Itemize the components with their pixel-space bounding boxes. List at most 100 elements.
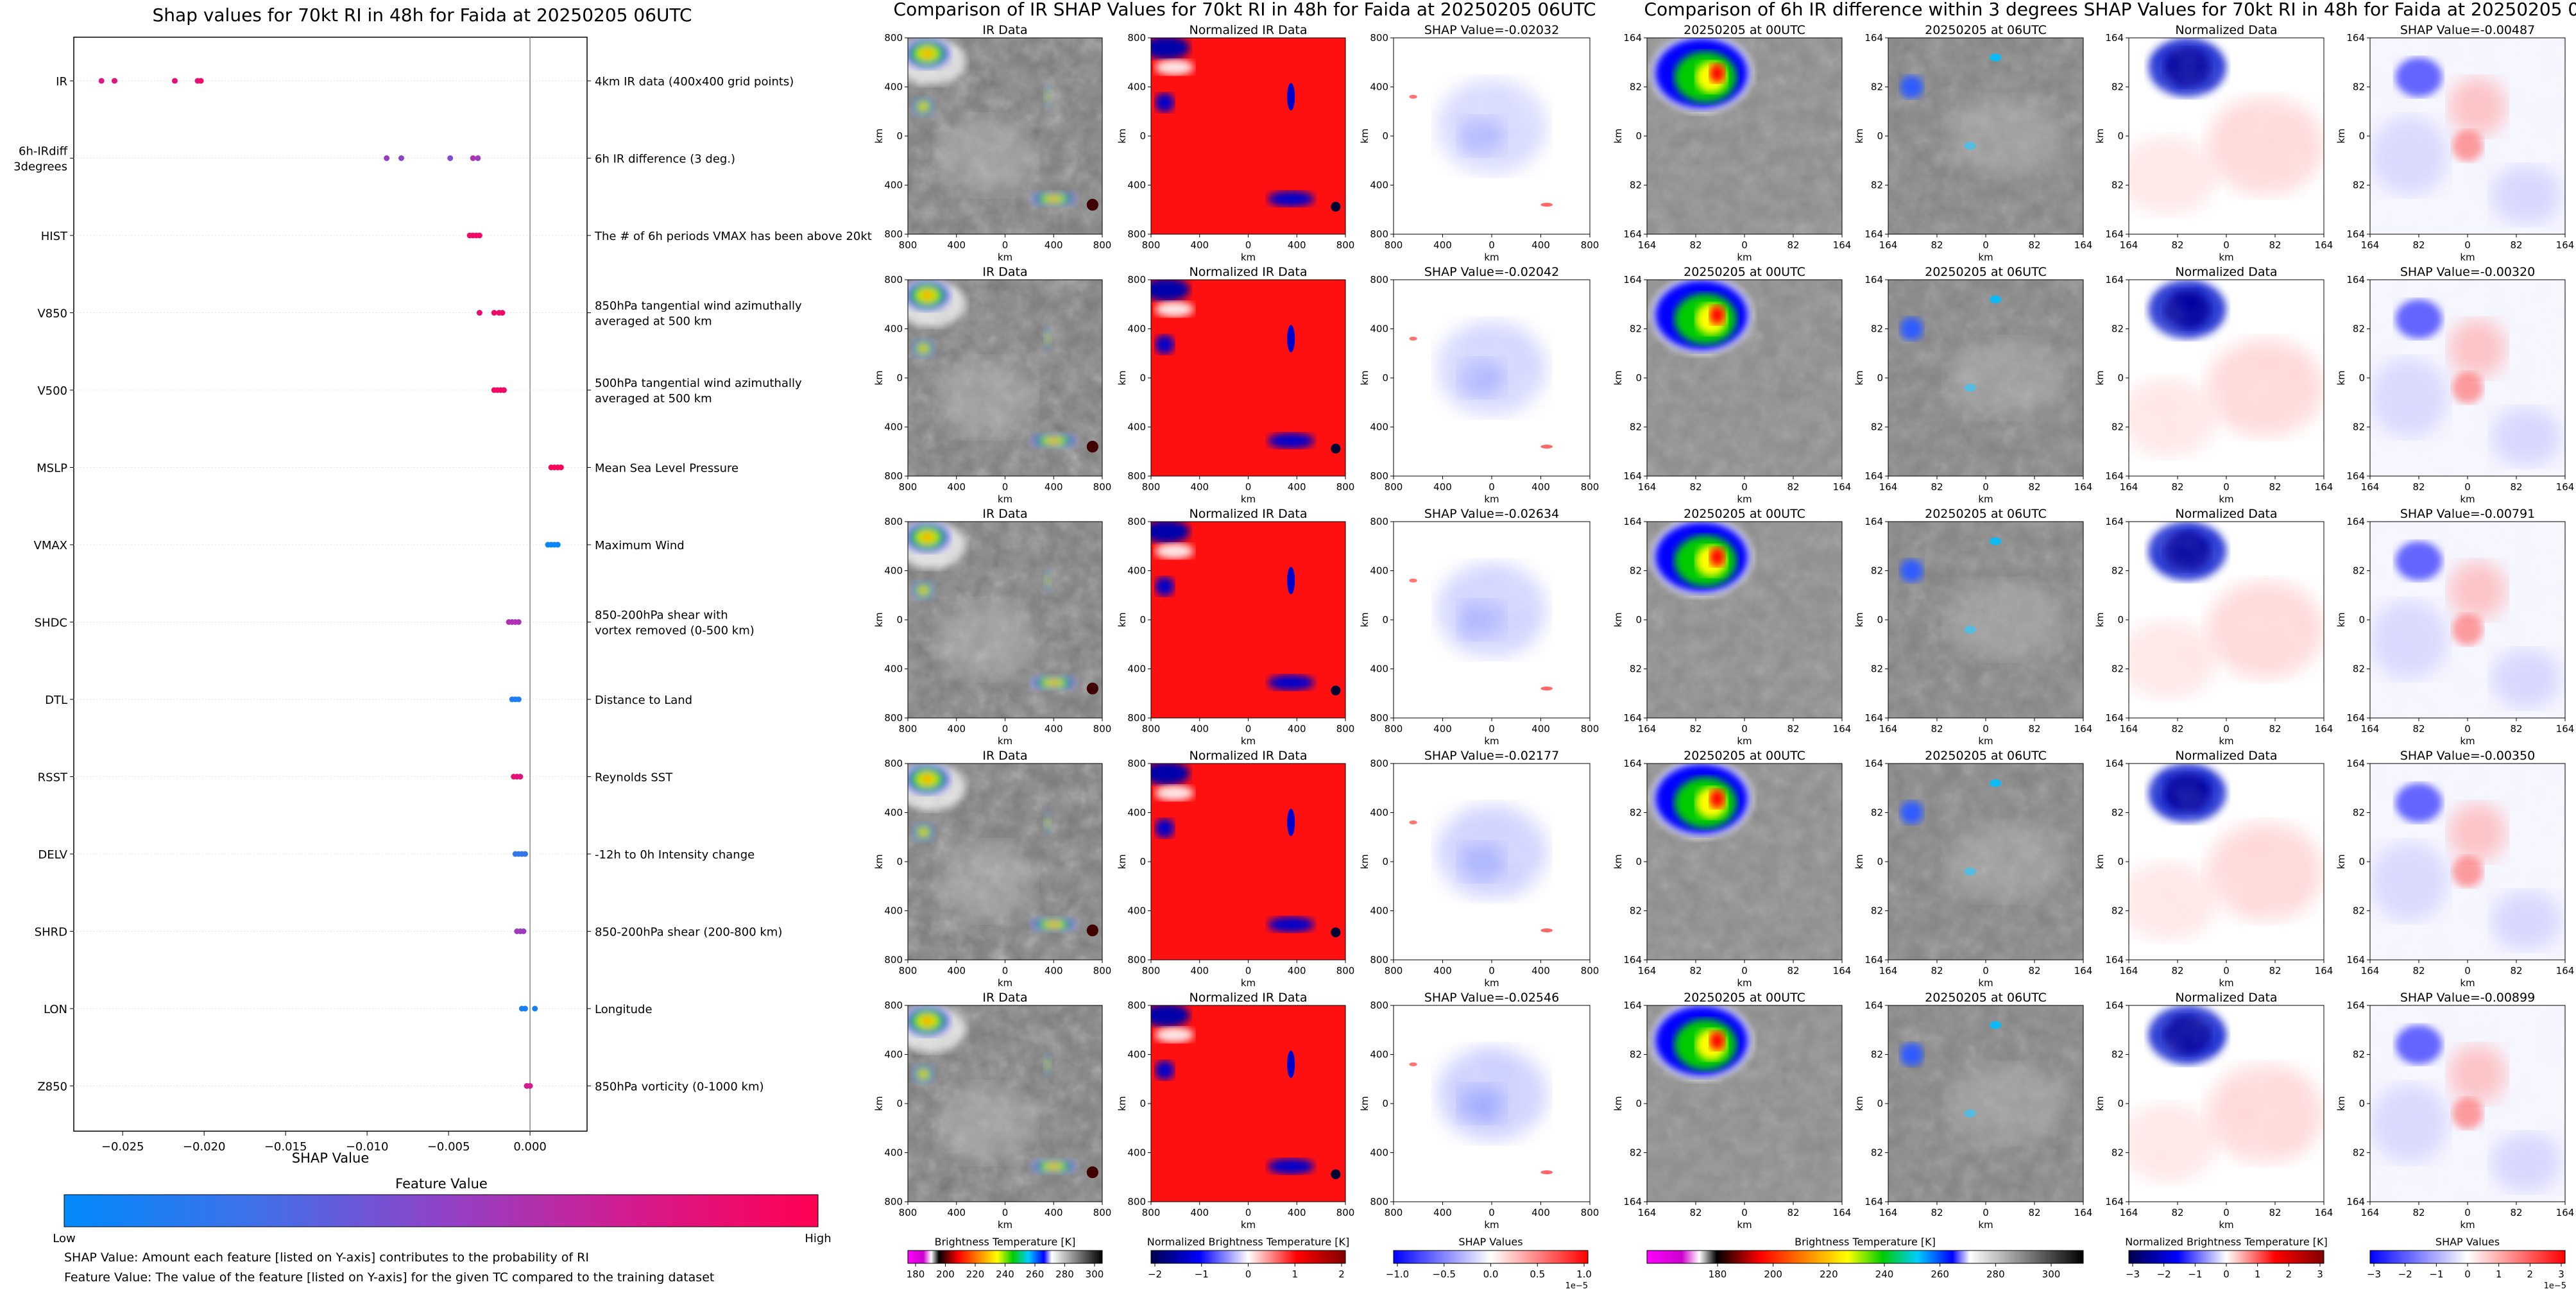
- shap-point: [476, 232, 482, 239]
- y-tick-label: 164: [1864, 228, 1883, 240]
- x-tick-label: 400: [1288, 723, 1306, 735]
- y-axis-label: km: [1359, 128, 1370, 143]
- colorbar-label: Brightness Temperature [K]: [1795, 1236, 1936, 1248]
- x-tick-label: 82: [2412, 723, 2425, 735]
- x-tick-label: 400: [1190, 723, 1209, 735]
- x-tick-label: 800: [1093, 723, 1112, 735]
- panel-title: 20250205 at 00UTC: [1684, 749, 1805, 763]
- x-tick-label: 82: [1689, 723, 1702, 735]
- panel-feature: [1990, 1021, 2002, 1029]
- y-tick-label: 164: [1864, 470, 1883, 482]
- colorbar: [1393, 1250, 1589, 1264]
- beeswarm-feature-descriptions: 4km IR data (400x400 grid points) 6h IR d…: [587, 75, 872, 1094]
- x-tick-label: −0.005: [427, 1140, 470, 1154]
- panel-feature: [912, 580, 935, 601]
- colorbar-tick-label: 1: [2496, 1268, 2502, 1280]
- feature-label-line: Z850: [37, 1080, 67, 1094]
- x-tick-label: 82: [2171, 1207, 2183, 1218]
- y-tick-label: 0: [1877, 372, 1883, 384]
- x-tick-label: 0: [2464, 965, 2471, 977]
- feature-label-line: V500: [37, 384, 67, 398]
- x-axis-label: km: [2460, 1219, 2475, 1231]
- x-axis-label: km: [1978, 493, 1993, 505]
- panel-texture: [1394, 522, 1590, 718]
- y-tick-label: 0: [1635, 1098, 1642, 1109]
- panel-image: [908, 764, 1102, 960]
- y-tick-label: 164: [2105, 712, 2124, 724]
- y-tick-label: 164: [1623, 712, 1642, 724]
- colorbar-tick-label: 1: [1292, 1268, 1298, 1280]
- feature-description: 850-200hPa shear with vortex removed (0-5…: [595, 609, 755, 638]
- ir-panel-nir-row1: Normalized IR Data8008004004000040040080…: [1116, 23, 1354, 263]
- shap-point: [500, 387, 507, 393]
- panel-feature: [912, 1064, 935, 1084]
- panel-title: SHAP Value=-0.00899: [2400, 991, 2535, 1005]
- x-tick-label: 800: [1142, 723, 1161, 735]
- panel-feature: [937, 842, 1034, 921]
- y-tick-label: 0: [1877, 614, 1883, 626]
- y-axis-label: km: [2094, 128, 2106, 143]
- x-tick-label: 0: [1245, 965, 1252, 977]
- x-tick-label: 800: [1581, 723, 1599, 735]
- y-axis-label: km: [1612, 370, 1624, 385]
- panel-image: [1151, 280, 1345, 476]
- y-tick-label: 800: [884, 1196, 903, 1208]
- x-tick-label: 164: [2120, 239, 2138, 251]
- y-tick-label: 164: [2105, 32, 2124, 44]
- x-tick-label: 0: [1983, 965, 1989, 977]
- x-tick-label: 82: [1689, 965, 1702, 977]
- x-tick-label: 164: [1638, 723, 1657, 735]
- panel-title: SHAP Value=-0.02177: [1424, 749, 1559, 763]
- feature-label-line: LON: [44, 1003, 67, 1016]
- colorbar-tick-label: 260: [1026, 1268, 1045, 1280]
- x-tick-label: 0: [2464, 239, 2471, 251]
- feature-description-line: 4km IR data (400x400 grid points): [595, 75, 794, 89]
- y-tick-label: 164: [1623, 1196, 1642, 1208]
- feature-label: RSST: [38, 771, 68, 785]
- x-tick-label: 82: [1931, 723, 1943, 735]
- x-tick-label: 82: [2269, 239, 2281, 251]
- y-tick-label: 0: [1635, 372, 1642, 384]
- x-axis-label: km: [2219, 977, 2233, 989]
- diff-panel-d6-row1: 20250205 at 06UTC1641648282008282164164k…: [1854, 23, 2092, 263]
- x-tick-label: 82: [2269, 965, 2281, 977]
- y-tick-label: 82: [1871, 663, 1883, 675]
- panel-feature: [1990, 537, 2002, 545]
- x-tick-label: 82: [2412, 965, 2425, 977]
- colorbar: [1150, 1250, 1346, 1264]
- y-axis-label: km: [1854, 370, 1865, 385]
- diff-panel-d0-row2: 20250205 at 00UTC1641648282008282164164k…: [1612, 265, 1851, 505]
- x-tick-label: 800: [1385, 239, 1403, 251]
- y-axis-label: km: [1359, 1096, 1370, 1111]
- ir-panel-nir-row2: Normalized IR Data8008004004000040040080…: [1116, 265, 1354, 505]
- y-tick-label: 400: [1127, 180, 1146, 191]
- x-tick-label: 400: [947, 239, 966, 251]
- colorbar-tick-label: −2: [2157, 1268, 2171, 1280]
- x-tick-label: 800: [899, 1207, 917, 1218]
- ir-panel-shap-row4: SHAP Value=-0.02177800800400400004004008…: [1359, 749, 1599, 989]
- y-axis-label: km: [1854, 1096, 1865, 1111]
- x-axis-label: km: [1737, 1219, 1752, 1231]
- panel-feature: [2395, 1025, 2443, 1064]
- x-axis-label: km: [1484, 252, 1499, 263]
- diff-colorbars: Brightness Temperature [K]180 200 220 240 26…: [1646, 1236, 2566, 1289]
- x-tick-label: 0: [2223, 1207, 2230, 1218]
- diff-panel-d0-row3: 20250205 at 00UTC1641648282008282164164k…: [1612, 507, 1851, 747]
- y-tick-label: 800: [1370, 1000, 1388, 1011]
- panel-feature: [2370, 600, 2448, 679]
- panel-feature: [1086, 198, 1098, 211]
- x-tick-label: 400: [1045, 723, 1063, 735]
- x-axis-label: km: [1978, 977, 1993, 989]
- colorbar: [907, 1250, 1103, 1264]
- ir-panel-nir-row4: Normalized IR Data8008004004000040040080…: [1116, 749, 1354, 989]
- x-axis-label: km: [1484, 735, 1499, 747]
- y-tick-label: 400: [1370, 1147, 1388, 1159]
- feature-description-line: -12h to 0h Intensity change: [595, 848, 755, 862]
- x-tick-label: 800: [1336, 723, 1355, 735]
- y-tick-label: 0: [1139, 856, 1146, 867]
- shap-point: [98, 78, 105, 84]
- y-axis-label: km: [2335, 128, 2347, 143]
- y-tick-label: 82: [2111, 1049, 2124, 1061]
